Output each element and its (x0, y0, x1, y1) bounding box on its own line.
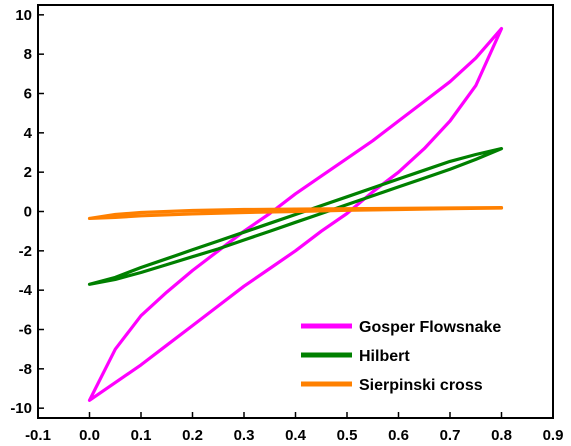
x-tick-label: 0.4 (285, 427, 307, 444)
x-tick-label: 0.2 (182, 427, 203, 444)
x-tick-label: 0.9 (543, 427, 564, 444)
x-tick-label: 0.3 (234, 427, 255, 444)
y-tick-label: 8 (24, 46, 32, 63)
y-axis: -10 -8 -6 -4 -2 0 2 4 6 8 10 (10, 7, 44, 417)
x-tick-label: 0.0 (79, 427, 100, 444)
y-tick-label: -2 (19, 243, 32, 260)
y-tick-label: -6 (19, 322, 32, 339)
x-tick-label: 0.5 (337, 427, 358, 444)
x-axis: -0.1 0.0 0.1 0.2 0.3 0.4 0.5 0.6 0.7 0.8 0.9 (25, 412, 563, 444)
y-tick-label: 0 (24, 204, 32, 221)
y-tick-label: -4 (19, 282, 33, 299)
y-tick-label: 10 (15, 7, 32, 24)
x-tick-label: 0.7 (440, 427, 461, 444)
legend-label-hilbert: Hilbert (359, 348, 410, 365)
y-tick-label: 2 (24, 164, 32, 181)
y-tick-label: 6 (24, 86, 32, 103)
x-tick-label: 0.6 (388, 427, 409, 444)
legend: Gosper Flowsnake Hilbert Sierpinski cros… (301, 319, 501, 394)
x-tick-label: -0.1 (25, 427, 51, 444)
y-tick-label: 4 (24, 125, 33, 142)
y-tick-label: -8 (19, 361, 32, 378)
series-loop-sierpinski-cross (87, 206, 504, 220)
x-tick-label: 0.8 (491, 427, 512, 444)
y-tick-label: -10 (10, 400, 32, 417)
legend-label-gosper: Gosper Flowsnake (359, 319, 501, 336)
legend-label-sierpinski: Sierpinski cross (359, 377, 483, 394)
series-loop-hilbert (87, 147, 504, 286)
series-curves (87, 27, 504, 402)
x-tick-label: 0.1 (131, 427, 152, 444)
